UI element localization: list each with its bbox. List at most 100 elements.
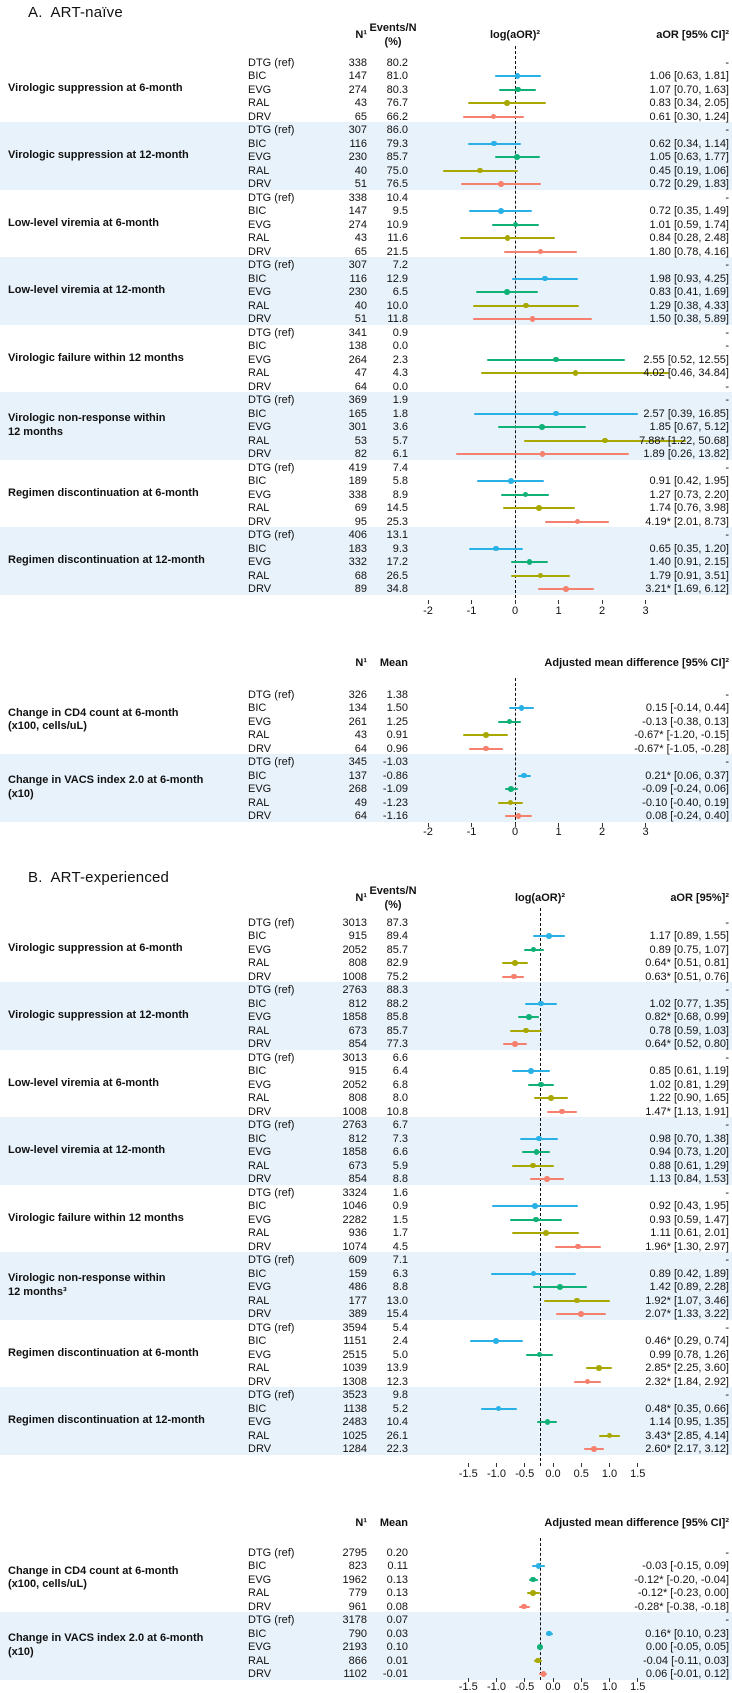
events-value: 89.4	[386, 930, 408, 942]
group-band	[0, 1612, 732, 1680]
point-marker	[515, 813, 522, 819]
n-value: 177	[348, 1294, 367, 1307]
n-value: 2193	[342, 1641, 367, 1653]
events-value: 85.7	[386, 151, 408, 163]
group-label: Virologic suppression at 12-month	[8, 1009, 189, 1021]
point-marker	[495, 1405, 502, 1412]
estimate-value: 0.91 [0.42, 1.95]	[649, 475, 729, 487]
col-header-mean: Mean	[379, 1517, 408, 1529]
group-label: Virologic suppression at 6-month	[8, 81, 183, 94]
drug-label: RAL	[248, 729, 270, 741]
n-value: 673	[348, 1159, 367, 1172]
n-value: 65	[354, 110, 367, 123]
n-value: 1025	[342, 1429, 367, 1442]
drug-label: BIC	[248, 1402, 267, 1415]
point-marker	[511, 960, 518, 966]
point-marker	[584, 1378, 591, 1385]
axis-tick	[609, 1678, 610, 1682]
group-label: Virologic failure within 12 months	[8, 351, 184, 364]
n-value: 230	[348, 286, 367, 298]
point-marker	[533, 1216, 539, 1223]
events-value: 5.7	[392, 434, 408, 447]
point-marker	[546, 933, 552, 939]
estimate-value: 2.32* [1.84, 2.92]	[645, 1375, 729, 1388]
drug-label: EVG	[248, 783, 272, 795]
estimate-value: 0.83 [0.41, 1.69]	[649, 286, 729, 298]
mean-value: 1.50	[386, 702, 408, 714]
n-value: 389	[348, 1308, 367, 1320]
zero-line	[514, 678, 516, 825]
estimate-value: -	[725, 461, 729, 474]
estimate-value: -	[725, 124, 729, 136]
point-marker	[514, 73, 521, 79]
col-header-mean: Mean	[379, 657, 408, 669]
events-value: 9.8	[392, 1389, 408, 1401]
axis-tick-label: -1	[466, 605, 477, 617]
n-value: 51	[354, 178, 367, 190]
point-marker	[504, 289, 510, 295]
axis-tick	[601, 600, 603, 604]
events-value: 10.0	[386, 299, 408, 312]
events-value: 5.8	[392, 475, 408, 487]
estimate-value: 0.61 [0.30, 1.24]	[649, 110, 729, 123]
point-marker	[535, 1563, 542, 1569]
point-marker	[493, 545, 500, 552]
axis-tick	[558, 600, 559, 604]
point-marker	[530, 1576, 536, 1583]
zero-line	[539, 908, 541, 1466]
point-marker	[515, 86, 521, 93]
estimate-value: 1.40 [0.91, 2.15]	[649, 556, 729, 568]
drug-label: DTG (ref)	[248, 461, 295, 474]
events-value: 6.4	[392, 1065, 408, 1077]
n-value: 3013	[342, 916, 367, 929]
axis-tick-label: 0.5	[573, 1681, 589, 1693]
estimate-value: 0.48* [0.35, 0.66]	[645, 1402, 729, 1415]
axis-tick-label: -0.5	[515, 1468, 535, 1480]
drug-label: EVG	[248, 1573, 272, 1586]
n-value: 64	[354, 742, 367, 755]
point-marker	[522, 491, 529, 498]
n-value: 40	[354, 164, 367, 177]
point-marker	[477, 167, 484, 174]
events-value: 21.5	[386, 245, 408, 258]
events-value: 75.2	[386, 970, 408, 983]
point-marker	[508, 786, 514, 792]
events-value: 17.2	[386, 556, 408, 568]
drug-label: EVG	[248, 1213, 272, 1226]
n-value: 3594	[342, 1321, 367, 1334]
axis-tick	[580, 1463, 582, 1467]
axis-tick-label: 2	[598, 605, 606, 617]
estimate-value: -0.10 [-0.40, 0.19]	[642, 796, 729, 809]
drug-label: DTG (ref)	[248, 56, 295, 69]
estimate-value: 0.46* [0.29, 0.74]	[645, 1335, 729, 1347]
events-value: 1.6	[392, 1186, 408, 1199]
drug-label: DTG (ref)	[248, 1321, 295, 1334]
drug-label: DTG (ref)	[248, 529, 295, 541]
n-value: 159	[348, 1267, 367, 1280]
point-marker	[497, 181, 504, 187]
estimate-value: 0.98 [0.70, 1.38]	[649, 1132, 729, 1145]
drug-label: DTG (ref)	[248, 916, 295, 929]
n-value: 1308	[342, 1375, 367, 1388]
point-marker	[538, 1000, 544, 1007]
n-value: 866	[348, 1654, 367, 1667]
n-value: 82	[354, 448, 367, 460]
estimate-value: -0.04 [-0.11, 0.03]	[642, 1654, 729, 1667]
group-label: Virologic failure within 12 months	[8, 1211, 184, 1224]
estimate-value: 1.50 [0.38, 5.89]	[649, 313, 729, 325]
estimate-value: -	[725, 191, 729, 204]
point-marker	[504, 100, 510, 106]
mean-value: -1.23	[382, 796, 408, 809]
estimate-value: -	[725, 1321, 729, 1334]
n-value: 3324	[342, 1186, 367, 1199]
estimate-value: 0.85 [0.61, 1.19]	[649, 1065, 729, 1077]
estimate-value: -0.13 [-0.38, 0.13]	[642, 715, 729, 728]
n-value: 936	[348, 1227, 367, 1239]
mean-value: -0.86	[382, 769, 408, 782]
axis-tick	[496, 1463, 497, 1467]
events-value: 85.7	[386, 1024, 408, 1037]
drug-label: DRV	[248, 448, 272, 460]
events-value: 85.8	[386, 1011, 408, 1023]
drug-label: DRV	[248, 810, 272, 822]
events-value: 13.1	[386, 529, 408, 541]
